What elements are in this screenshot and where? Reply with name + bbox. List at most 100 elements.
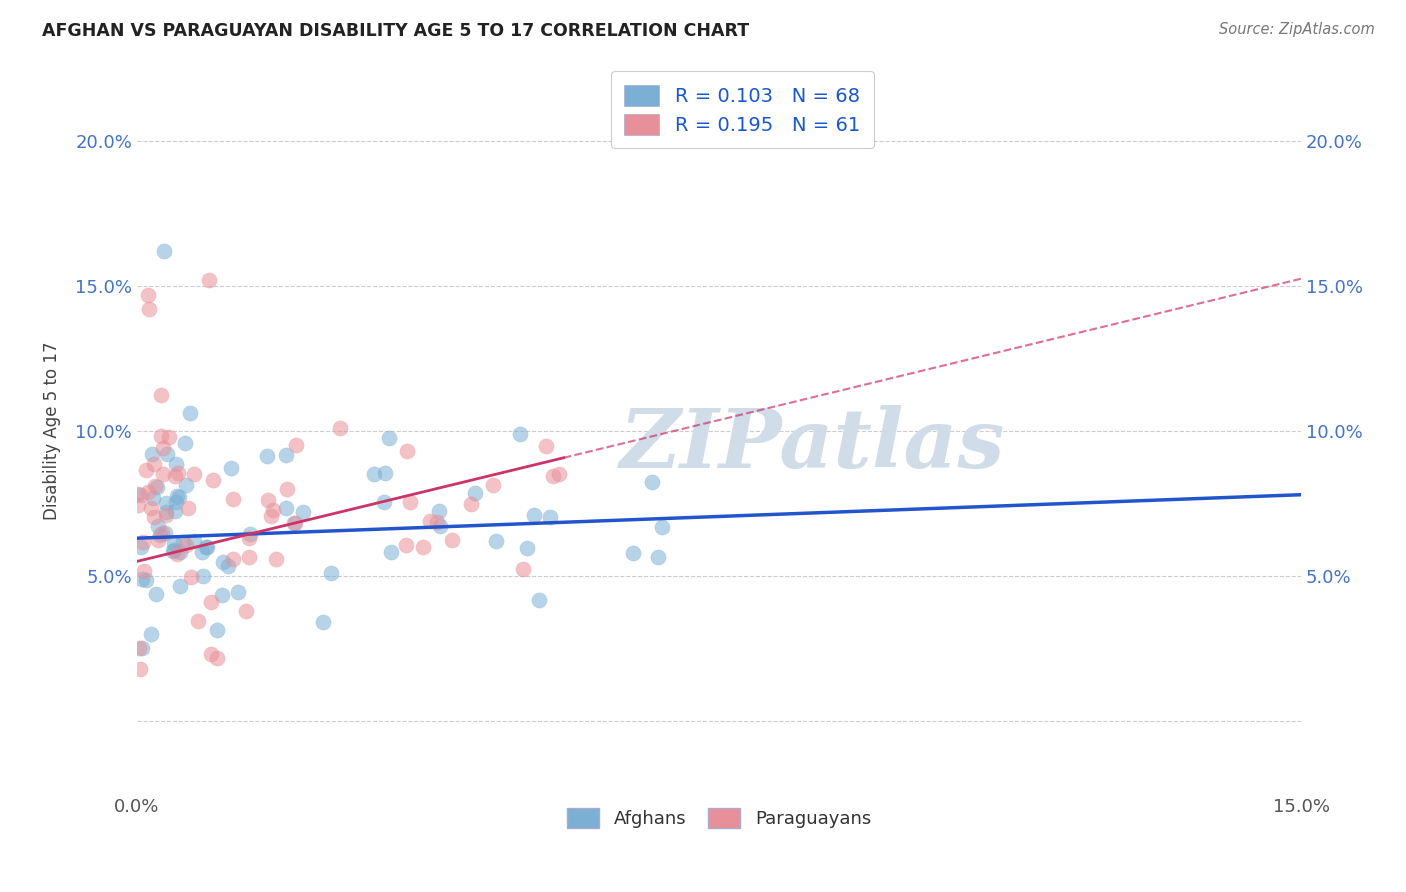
Point xyxy=(512,561,534,575)
Point xyxy=(283,516,305,530)
Point xyxy=(165,457,187,471)
Point xyxy=(174,478,197,492)
Legend: Afghans, Paraguayans: Afghans, Paraguayans xyxy=(560,801,879,835)
Point xyxy=(153,525,176,540)
Point xyxy=(276,482,298,496)
Point xyxy=(128,641,150,656)
Point xyxy=(163,542,186,557)
Point xyxy=(169,544,191,558)
Point xyxy=(482,477,505,491)
Point xyxy=(155,505,177,519)
Point xyxy=(132,564,155,578)
Point xyxy=(256,449,278,463)
Point xyxy=(221,551,243,566)
Point xyxy=(257,493,280,508)
Point xyxy=(200,595,222,609)
Point xyxy=(165,495,187,509)
Point xyxy=(374,466,396,480)
Point xyxy=(183,534,205,549)
Point xyxy=(167,490,190,504)
Point xyxy=(166,547,188,561)
Point xyxy=(159,430,181,444)
Point xyxy=(127,498,149,512)
Point xyxy=(129,662,152,676)
Point xyxy=(221,492,243,507)
Point xyxy=(152,442,174,456)
Point xyxy=(173,435,195,450)
Point xyxy=(146,480,169,494)
Point xyxy=(395,538,418,552)
Point xyxy=(149,429,172,443)
Point xyxy=(548,467,571,482)
Point xyxy=(183,467,205,481)
Point xyxy=(205,624,228,638)
Point xyxy=(211,588,233,602)
Point xyxy=(205,650,228,665)
Point xyxy=(621,546,644,560)
Point xyxy=(177,500,200,515)
Point xyxy=(238,549,260,564)
Point xyxy=(536,440,558,454)
Point xyxy=(399,494,422,508)
Point xyxy=(543,468,565,483)
Point xyxy=(226,585,249,599)
Point xyxy=(143,510,166,524)
Point xyxy=(329,421,352,435)
Point xyxy=(162,544,184,558)
Point xyxy=(141,501,163,516)
Point xyxy=(429,504,451,518)
Point xyxy=(132,534,155,549)
Point xyxy=(219,461,242,475)
Point xyxy=(312,615,335,629)
Point xyxy=(167,467,190,481)
Point xyxy=(172,534,194,549)
Point xyxy=(200,648,222,662)
Point xyxy=(460,497,482,511)
Point xyxy=(146,519,169,533)
Point xyxy=(129,540,152,554)
Point xyxy=(260,508,283,523)
Point xyxy=(194,540,217,554)
Point xyxy=(193,569,215,583)
Point xyxy=(380,544,402,558)
Text: AFGHAN VS PARAGUAYAN DISABILITY AGE 5 TO 17 CORRELATION CHART: AFGHAN VS PARAGUAYAN DISABILITY AGE 5 TO… xyxy=(42,22,749,40)
Point xyxy=(146,533,169,548)
Point xyxy=(136,485,159,500)
Point xyxy=(156,447,179,461)
Point xyxy=(274,500,297,515)
Point xyxy=(239,527,262,541)
Text: ZIPatlas: ZIPatlas xyxy=(619,406,1005,485)
Point xyxy=(163,536,186,550)
Point xyxy=(145,587,167,601)
Point xyxy=(217,558,239,573)
Point xyxy=(464,486,486,500)
Point xyxy=(274,448,297,462)
Point xyxy=(377,431,399,445)
Point xyxy=(149,528,172,542)
Point xyxy=(284,437,307,451)
Point xyxy=(180,570,202,584)
Point xyxy=(373,495,395,509)
Point xyxy=(264,552,287,566)
Point xyxy=(516,541,538,555)
Point xyxy=(429,518,451,533)
Point xyxy=(150,388,173,402)
Point xyxy=(163,504,186,518)
Point xyxy=(262,502,284,516)
Point xyxy=(419,514,441,528)
Point xyxy=(527,593,550,607)
Point xyxy=(395,443,418,458)
Point xyxy=(363,467,385,482)
Text: Source: ZipAtlas.com: Source: ZipAtlas.com xyxy=(1219,22,1375,37)
Point xyxy=(129,488,152,502)
Point xyxy=(153,244,176,259)
Point xyxy=(284,516,307,530)
Point xyxy=(426,515,449,529)
Point xyxy=(155,496,177,510)
Point xyxy=(166,489,188,503)
Point xyxy=(142,491,165,505)
Y-axis label: Disability Age 5 to 17: Disability Age 5 to 17 xyxy=(44,342,60,520)
Point xyxy=(651,519,673,533)
Point xyxy=(538,509,561,524)
Point xyxy=(169,579,191,593)
